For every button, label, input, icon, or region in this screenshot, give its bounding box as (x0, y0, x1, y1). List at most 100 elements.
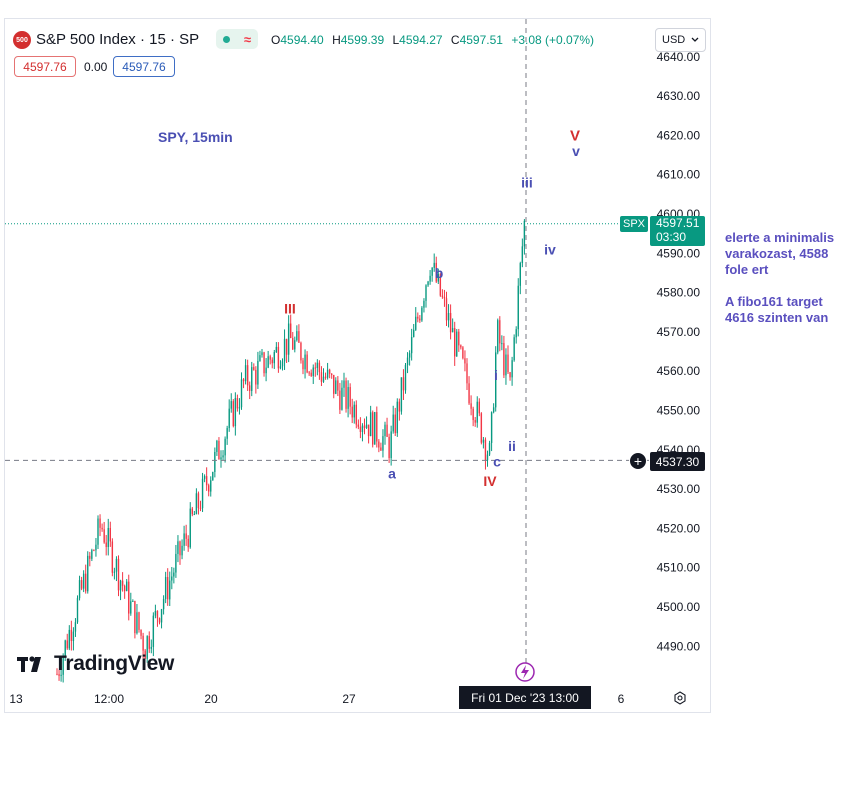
candle-body (308, 372, 310, 374)
candle-body (415, 316, 417, 330)
candle-body (109, 527, 111, 542)
candle-body (367, 424, 370, 437)
symbol-title[interactable]: S&P 500 Index · 15 · SP (36, 31, 200, 48)
buy-price-button[interactable]: 4597.76 (113, 56, 175, 77)
candle-body (382, 436, 384, 451)
candle-body (199, 508, 202, 510)
candle-body (101, 527, 103, 530)
candle-body (216, 440, 218, 452)
candle-body (249, 385, 251, 391)
candle-body (431, 267, 433, 276)
candle-body (185, 533, 187, 539)
wave-label[interactable]: IV (483, 473, 497, 489)
add-alert-plus-icon[interactable]: + (629, 452, 647, 470)
time-scale: 13 12:00 20 27 6 (9, 692, 624, 706)
change-value: +3.08 (+0.07%) (511, 33, 595, 47)
candle-body (74, 622, 77, 632)
crosshair-price-tag: 4537.30 (650, 452, 705, 471)
candle-body (388, 436, 390, 459)
symbol-price-tag: SPX (620, 216, 648, 232)
candle-body (314, 367, 316, 369)
candle-body (306, 354, 308, 373)
wave-label[interactable]: ii (508, 438, 516, 454)
wave-label[interactable]: c (493, 454, 501, 470)
candle-body (203, 476, 206, 479)
candle-body (320, 372, 323, 382)
candle-body (474, 420, 476, 423)
candle-body (205, 476, 208, 486)
candle-body (253, 367, 255, 370)
candle-body (429, 275, 431, 282)
settings-icon[interactable] (673, 691, 687, 705)
time-tick-label: 12:00 (94, 692, 124, 706)
candle-body (355, 404, 357, 425)
price-tick-label: 4610.00 (657, 168, 701, 182)
candle-body (224, 438, 226, 456)
candle-body (394, 414, 396, 434)
candle-body (343, 380, 345, 388)
sell-price-button[interactable]: 4597.76 (14, 56, 76, 77)
candle-body (68, 629, 70, 649)
last-price-value: 4597.51 (656, 216, 700, 230)
candle-body (123, 585, 126, 592)
candle-body (372, 412, 374, 445)
candle-body (111, 541, 114, 573)
currency-label: USD (662, 34, 686, 46)
wave-label[interactable]: i (494, 367, 498, 383)
candle-body (386, 424, 388, 437)
candle-body (66, 640, 68, 649)
price-tick-label: 4620.00 (657, 128, 701, 142)
close-value: 4597.51 (459, 33, 503, 47)
candle-body (265, 367, 267, 374)
candle-body (87, 555, 89, 592)
wave-label[interactable]: iii (521, 175, 533, 191)
price-tick-label: 4640.00 (657, 50, 701, 64)
tradingview-logo-text: TradingView (54, 652, 175, 675)
currency-select[interactable]: USD (655, 28, 706, 52)
candle-body (359, 426, 362, 433)
candle-body (302, 360, 304, 370)
wave-label[interactable]: III (284, 300, 296, 316)
candle-body (226, 428, 228, 439)
candle-body (486, 454, 489, 461)
candle-body (376, 412, 378, 442)
candle-body (396, 401, 398, 434)
candle-body (443, 296, 446, 299)
candle-body (138, 612, 140, 630)
candle-body (251, 367, 253, 391)
candle-body (70, 629, 73, 642)
candle-body (478, 401, 480, 414)
candle-body (324, 376, 327, 378)
candle-body (162, 598, 165, 610)
market-status-pill[interactable]: ≈ (216, 29, 258, 49)
wave-label[interactable]: b (435, 265, 444, 281)
candle-body (195, 493, 198, 515)
candle-body (56, 673, 58, 675)
wave-label[interactable]: a (388, 465, 396, 481)
candle-body (349, 387, 351, 407)
candle-body (495, 352, 497, 408)
candle-body (181, 545, 183, 556)
candle-body (318, 362, 321, 373)
candle-body (404, 365, 407, 391)
candle-body (126, 581, 128, 592)
candle-body (513, 337, 515, 361)
candle-body (439, 273, 442, 296)
candle-body (134, 600, 136, 634)
chart-annotation-label[interactable]: SPY, 15min (158, 129, 233, 145)
candle-body (150, 646, 152, 649)
wave-label[interactable]: V (570, 127, 580, 144)
candle-body (511, 360, 513, 378)
candle-body (374, 412, 376, 445)
candle-body (447, 313, 450, 321)
wave-label[interactable]: iv (544, 241, 556, 257)
analysis-note: elerte a minimalis varakozast, 4588 fole… (725, 230, 853, 342)
candle-body (466, 363, 468, 384)
candle-body (353, 404, 355, 418)
candle-body (99, 518, 101, 528)
tradingview-logo[interactable]: TradingView (17, 652, 174, 676)
wave-label[interactable]: v (572, 143, 580, 159)
candle-body (107, 527, 109, 547)
price-tick-label: 4550.00 (657, 404, 701, 418)
crosshair-date-tag: Fri 01 Dec '23 13:00 (459, 686, 591, 709)
